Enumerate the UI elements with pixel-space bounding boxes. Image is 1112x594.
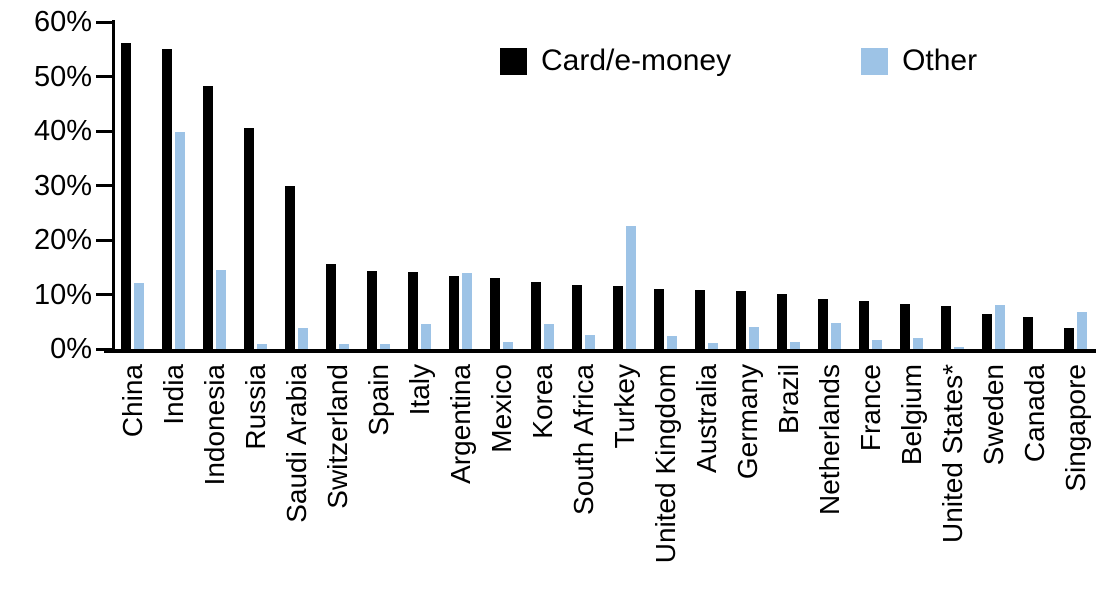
legend-swatch-other: [861, 47, 889, 75]
y-tick-50: [96, 75, 112, 78]
legend-item-other: Other: [861, 44, 977, 78]
bar-other-russia: [257, 344, 267, 349]
bar-other-belgium: [913, 338, 923, 349]
bar-card-e-money-switzerland: [326, 264, 336, 349]
y-tick-label-10: 10%: [33, 278, 92, 311]
legend-item-card-e-money: Card/e-money: [500, 44, 731, 78]
bar-other-france: [872, 340, 882, 349]
y-tick-label-0: 0%: [50, 333, 92, 365]
y-tick-60: [96, 20, 112, 24]
bar-card-e-money-china: [121, 43, 131, 349]
bar-other-korea: [544, 324, 554, 349]
bar-other-turkey: [626, 226, 636, 349]
bar-card-e-money-sweden: [982, 314, 992, 349]
bar-card-e-money-germany: [736, 291, 746, 349]
y-tick-10: [96, 293, 112, 296]
x-label-united-states: United States*: [937, 364, 968, 543]
x-label-netherlands: Netherlands: [814, 364, 845, 515]
x-label-south-africa: South Africa: [568, 364, 599, 515]
x-label-korea: Korea: [527, 364, 558, 439]
x-label-singapore: Singapore: [1060, 364, 1091, 492]
bar-other-germany: [749, 327, 759, 349]
y-tick-label-30: 30%: [33, 169, 92, 202]
y-tick-0: [96, 347, 112, 351]
legend-label-card-e-money: Card/e-money: [541, 44, 732, 77]
bar-card-e-money-australia: [695, 290, 705, 349]
x-label-france: France: [855, 364, 886, 452]
bar-other-argentina: [462, 273, 472, 349]
bar-other-italy: [421, 324, 431, 349]
x-label-spain: Spain: [363, 364, 394, 436]
bar-card-e-money-russia: [244, 128, 254, 349]
x-label-argentina: Argentina: [445, 364, 476, 484]
legend-swatch-card-e-money: [500, 47, 527, 75]
bar-card-e-money-united-kingdom: [654, 289, 664, 349]
bar-other-china: [134, 283, 144, 349]
bar-card-e-money-india: [162, 49, 172, 349]
bar-card-e-money-spain: [367, 271, 377, 349]
x-label-italy: Italy: [404, 364, 435, 416]
x-label-sweden: Sweden: [978, 364, 1009, 466]
bar-other-indonesia: [216, 270, 226, 349]
bar-card-e-money-south-africa: [572, 285, 582, 349]
bar-card-e-money-belgium: [900, 304, 910, 349]
bar-card-e-money-canada: [1023, 317, 1033, 349]
bar-card-e-money-united-states: [941, 306, 951, 349]
bar-card-e-money-korea: [531, 282, 541, 349]
x-label-united-kingdom: United Kingdom: [650, 364, 681, 564]
legend: Card/e-money Other: [500, 44, 977, 78]
bar-other-saudi-arabia: [298, 328, 308, 349]
bar-card-e-money-mexico: [490, 278, 500, 349]
y-tick-label-60: 60%: [33, 6, 92, 38]
bar-other-switzerland: [339, 344, 349, 349]
bar-card-e-money-turkey: [613, 286, 623, 349]
x-label-belgium: Belgium: [896, 364, 927, 466]
x-label-china: China: [117, 364, 148, 438]
x-label-india: India: [158, 364, 189, 425]
x-label-australia: Australia: [691, 364, 722, 473]
x-label-russia: Russia: [240, 364, 271, 450]
y-tick-label-20: 20%: [33, 224, 92, 256]
x-label-saudi-arabia: Saudi Arabia: [281, 364, 312, 523]
x-label-switzerland: Switzerland: [322, 364, 353, 509]
bar-card-e-money-saudi-arabia: [285, 186, 295, 349]
y-tick-40: [96, 129, 112, 133]
y-tick-30: [96, 184, 112, 187]
bar-other-united-kingdom: [667, 336, 677, 349]
x-label-canada: Canada: [1019, 364, 1050, 463]
y-tick-label-40: 40%: [33, 115, 92, 147]
bar-other-sweden: [995, 305, 1005, 349]
bar-other-singapore: [1077, 312, 1087, 349]
bar-other-australia: [708, 343, 718, 349]
x-axis: [104, 349, 1096, 353]
bar-other-netherlands: [831, 323, 841, 349]
bar-other-india: [175, 132, 185, 349]
bar-card-e-money-netherlands: [818, 299, 828, 349]
x-label-brazil: Brazil: [773, 364, 804, 435]
bar-other-mexico: [503, 342, 513, 349]
y-tick-20: [96, 238, 112, 242]
x-label-indonesia: Indonesia: [199, 364, 230, 486]
bar-other-south-africa: [585, 335, 595, 349]
bar-card-e-money-france: [859, 301, 869, 349]
x-label-mexico: Mexico: [486, 364, 517, 453]
bar-card-e-money-brazil: [777, 294, 787, 349]
y-tick-label-50: 50%: [33, 60, 92, 93]
bar-other-spain: [380, 344, 390, 349]
bar-card-e-money-indonesia: [203, 86, 213, 349]
bar-other-brazil: [790, 342, 800, 349]
x-label-germany: Germany: [732, 364, 763, 480]
legend-label-other: Other: [902, 44, 978, 77]
x-label-turkey: Turkey: [609, 364, 640, 449]
bar-card-e-money-singapore: [1064, 328, 1074, 349]
bar-card-e-money-italy: [408, 272, 418, 349]
bar-card-e-money-argentina: [449, 276, 459, 349]
y-axis: [112, 20, 115, 353]
bar-other-united-states: [954, 347, 964, 349]
